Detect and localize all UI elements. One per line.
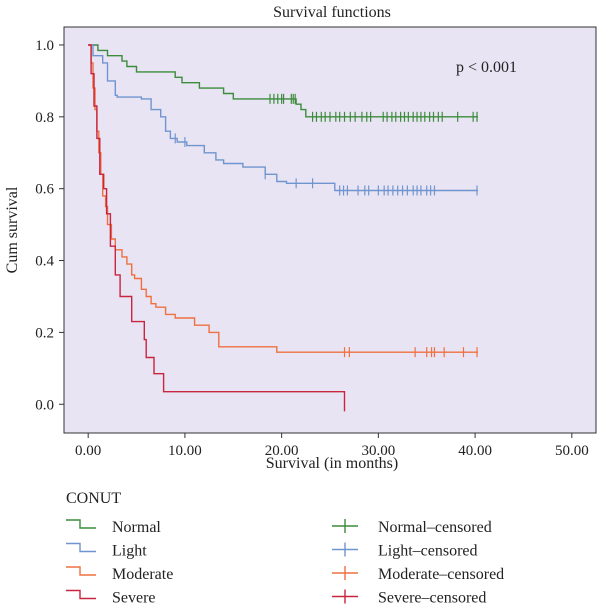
legend: Normal Normal–censored Light Light–censored…	[66, 519, 504, 607]
legend-censor-label-normal: Normal–censored	[378, 519, 492, 536]
legend-label-normal: Normal	[112, 519, 161, 536]
legend-label-moderate: Moderate	[112, 566, 173, 583]
x-tick-label: 50.00	[555, 443, 589, 459]
censor-marks	[174, 93, 478, 358]
x-axis: 0.00 10.00 20.00 30.00 40.00 50.00	[75, 433, 589, 459]
curve-moderate	[88, 44, 478, 353]
legend-censor-label-moderate: Moderate–censored	[378, 566, 504, 583]
x-tick-label: 10.00	[168, 443, 202, 459]
legend-label-severe: Severe	[112, 590, 156, 607]
legend-swatch-light	[66, 542, 96, 553]
survival-curves	[88, 44, 478, 412]
y-tick-label: 0.8	[35, 110, 54, 126]
legend-title: CONUT	[66, 490, 121, 507]
x-tick-label: 40.00	[458, 443, 492, 459]
p-value-annotation: p < 0.001	[456, 59, 517, 76]
curve-severe	[88, 44, 346, 412]
x-tick-label: 20.00	[265, 443, 299, 459]
legend-censor-label-light: Light–censored	[378, 543, 478, 560]
y-axis-label: Cum survival	[4, 186, 21, 273]
chart-title: Survival functions	[273, 4, 391, 21]
curve-light	[88, 44, 478, 192]
y-tick-label: 1.0	[35, 38, 54, 54]
legend-swatch-normal	[66, 519, 96, 529]
y-tick-label: 0.2	[35, 325, 54, 341]
x-tick-label: 0.00	[75, 443, 101, 459]
y-tick-label: 0.4	[35, 254, 54, 270]
plot-area	[63, 26, 597, 434]
legend-label-light: Light	[112, 543, 147, 560]
x-axis-label: Survival (in months)	[266, 455, 398, 472]
curve-normal	[88, 44, 478, 118]
y-tick-label: 0.6	[35, 182, 54, 198]
legend-censor-label-severe: Severe–censored	[378, 590, 486, 607]
x-tick-label: 30.00	[361, 443, 395, 459]
legend-swatch-moderate	[66, 566, 96, 576]
y-tick-label: 0.0	[35, 397, 54, 413]
y-axis: 0.0 0.2 0.4 0.6 0.8 1.0	[35, 38, 64, 413]
legend-swatch-severe	[66, 589, 96, 600]
